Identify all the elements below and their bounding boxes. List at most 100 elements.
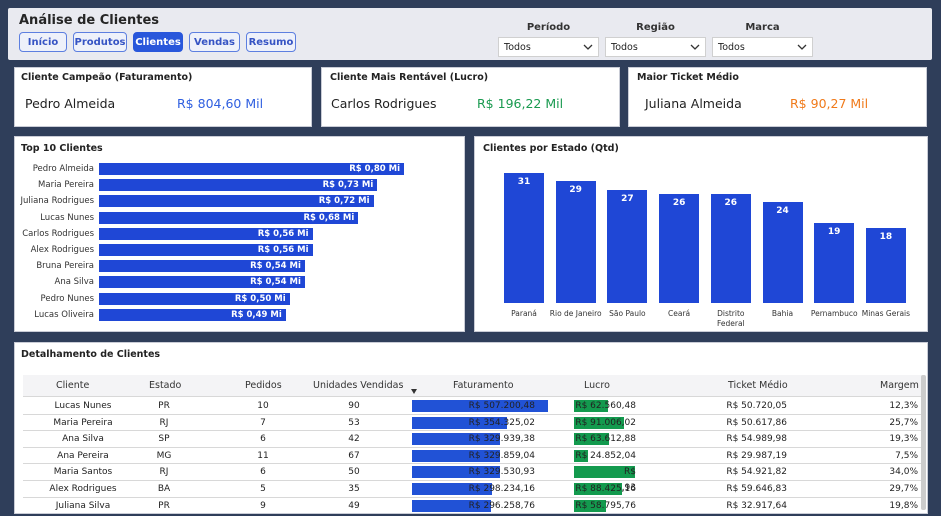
lucro-databar [574, 449, 588, 462]
nav-bar: Início Produtos Clientes Vendas Resumo [19, 32, 296, 52]
table-scrollbar[interactable] [921, 375, 926, 510]
top10-bar-value: R$ 0,72 Mi [318, 196, 370, 207]
page-title: Análise de Clientes [19, 13, 160, 28]
kpi-title: Cliente Campeão (Faturamento) [21, 72, 193, 83]
filter-regiao-label: Região [636, 22, 675, 33]
table-row[interactable]: Ana Pereira MG 11 67 R$ 329.859,04 R$ 24.852,… [23, 448, 925, 465]
estado-bar[interactable]: 19 [814, 223, 855, 303]
cell-lucro: R$ 63.612,88 [575, 434, 636, 445]
top10-row: Carlos Rodrigues R$ 0,56 Mi [15, 227, 464, 240]
top10-bar[interactable]: R$ 0,54 Mi [99, 276, 305, 289]
kpi-title: Maior Ticket Médio [637, 72, 739, 83]
top10-bar-value: R$ 0,56 Mi [257, 245, 309, 255]
estado-bar[interactable]: 26 [659, 193, 700, 303]
top10-chart-panel: Top 10 Clientes Pedro Almeida R$ 0,80 Mi M… [14, 136, 465, 332]
faturamento-databar [412, 466, 501, 479]
col-header-faturamento[interactable]: Faturamento [453, 380, 514, 391]
top10-client-label: Ana Silva [54, 277, 94, 288]
estado-chart-panel: Clientes por Estado (Qtd) 31 29 27 26 26 24 19… [474, 136, 928, 332]
cell-estado: MG [156, 450, 172, 461]
cell-ticket: R$ 54.921,82 [726, 467, 787, 478]
estado-bar[interactable]: 31 [504, 173, 544, 303]
cell-pedidos: 6 [260, 467, 266, 478]
filter-marca-select[interactable]: Todos [712, 37, 813, 57]
nav-clientes-button[interactable]: Clientes [133, 32, 183, 52]
top10-bar-value: R$ 0,50 Mi [234, 293, 286, 304]
table-row[interactable]: Juliana Silva PR 9 49 R$ 296.258,76 R$ 58.795… [23, 498, 925, 513]
table-row[interactable]: Ana Silva SP 6 42 R$ 329.939,38 R$ 63.612,88 R… [23, 431, 925, 448]
cell-faturamento: R$ 507.200,48 [468, 401, 535, 411]
nav-resumo-button[interactable]: Resumo [246, 32, 296, 52]
lucro-databar [574, 416, 624, 429]
lucro-databar [574, 499, 607, 512]
table-row[interactable]: Maria Pereira RJ 7 53 R$ 354.325,02 R$ 91.006… [23, 415, 925, 432]
estado-category-label: Minas Gerais [861, 309, 911, 318]
cell-estado: RJ [159, 417, 169, 428]
top10-bar[interactable]: R$ 0,72 Mi [99, 195, 374, 208]
nav-produtos-button[interactable]: Produtos [73, 32, 127, 52]
kpi-title: Cliente Mais Rentável (Lucro) [330, 72, 489, 83]
cell-faturamento: R$ 298.234,16 [468, 484, 535, 494]
cell-faturamento: R$ 329.939,38 [468, 434, 535, 445]
col-header-ticket[interactable]: Ticket Médio [728, 380, 788, 391]
top10-client-label: Carlos Rodrigues [22, 228, 94, 239]
cell-cliente: Alex Rodrigues [49, 484, 117, 494]
top10-bar-value: R$ 0,54 Mi [250, 277, 301, 288]
cell-unidades: 35 [348, 484, 360, 494]
sort-desc-icon[interactable] [411, 389, 417, 394]
top10-bar[interactable]: R$ 0,68 Mi [99, 211, 359, 224]
nav-vendas-button[interactable]: Vendas [189, 32, 240, 52]
cell-cliente: Maria Santos [53, 467, 113, 478]
col-header-pedidos[interactable]: Pedidos [245, 380, 282, 391]
top10-bar[interactable]: R$ 0,50 Mi [99, 292, 290, 305]
kpi-value: R$ 196,22 Mil [477, 96, 564, 111]
top10-bar[interactable]: R$ 0,80 Mi [99, 163, 404, 175]
top10-bar[interactable]: R$ 0,56 Mi [99, 227, 313, 240]
estado-category-label: Distrito Federal [716, 309, 745, 328]
cell-ticket: R$ 32.917,64 [726, 500, 787, 511]
cell-unidades: 67 [348, 450, 360, 461]
top10-client-label: Alex Rodrigues [30, 245, 94, 255]
top10-row: Juliana Rodrigues R$ 0,72 Mi [15, 195, 464, 208]
estado-category-label: Rio de Janeiro [549, 309, 602, 318]
cell-cliente: Lucas Nunes [54, 401, 112, 411]
lucro-databar [574, 400, 609, 412]
table-row[interactable]: Maria Santos RJ 6 50 R$ 329.530,93 R$ 111.914… [23, 464, 925, 493]
estado-bar[interactable]: 26 [710, 193, 751, 303]
table-row[interactable]: Lucas Nunes PR 10 90 R$ 507.200,48 R$ 62.560,… [23, 398, 925, 415]
cell-ticket: R$ 59.646,83 [726, 484, 787, 494]
col-header-cliente[interactable]: Cliente [56, 380, 90, 391]
col-header-unidades[interactable]: Unidades Vendidas [313, 380, 404, 391]
estado-bar[interactable]: 18 [865, 227, 906, 303]
estado-bar-value: 26 [724, 197, 738, 208]
table-header: Cliente Estado Pedidos Unidades Vendidas… [23, 375, 925, 397]
col-header-lucro[interactable]: Lucro [584, 380, 610, 391]
cell-ticket: R$ 29.987,19 [726, 450, 787, 461]
top10-bar[interactable]: R$ 0,49 Mi [99, 308, 286, 321]
top10-client-label: Maria Pereira [38, 180, 94, 191]
cell-margem: 25,7% [889, 417, 918, 428]
top10-bar[interactable]: R$ 0,73 Mi [99, 179, 378, 192]
faturamento-databar [412, 416, 507, 429]
col-header-margem[interactable]: Margem [880, 380, 919, 391]
table-row[interactable]: Alex Rodrigues BA 5 35 R$ 298.234,16 R$ 88.42… [23, 481, 925, 498]
estado-bar[interactable]: 24 [762, 202, 803, 303]
cell-margem: 29,7% [889, 484, 918, 494]
cell-faturamento: R$ 329.530,93 [468, 467, 535, 478]
estado-category-label: São Paulo [609, 309, 646, 318]
nav-inicio-button[interactable]: Início [19, 32, 67, 52]
cell-lucro: R$ 62.560,48 [575, 401, 636, 411]
filter-marca-value: Todos [718, 41, 745, 53]
top10-row: Alex Rodrigues R$ 0,56 Mi [15, 244, 464, 256]
col-header-estado[interactable]: Estado [149, 380, 182, 391]
estado-bar[interactable]: 27 [607, 189, 648, 303]
filter-periodo-select[interactable]: Todos [498, 37, 599, 57]
top10-bar[interactable]: R$ 0,56 Mi [99, 244, 313, 256]
chevron-down-icon [690, 44, 700, 50]
top10-client-label: Pedro Nunes [40, 293, 94, 304]
filter-regiao-select[interactable]: Todos [605, 37, 706, 57]
detalhamento-table-panel: Detalhamento de Clientes Cliente Estado … [14, 342, 928, 514]
estado-bar[interactable]: 29 [555, 181, 596, 303]
top10-bar[interactable]: R$ 0,54 Mi [99, 260, 305, 273]
cell-estado: RJ [159, 467, 169, 478]
